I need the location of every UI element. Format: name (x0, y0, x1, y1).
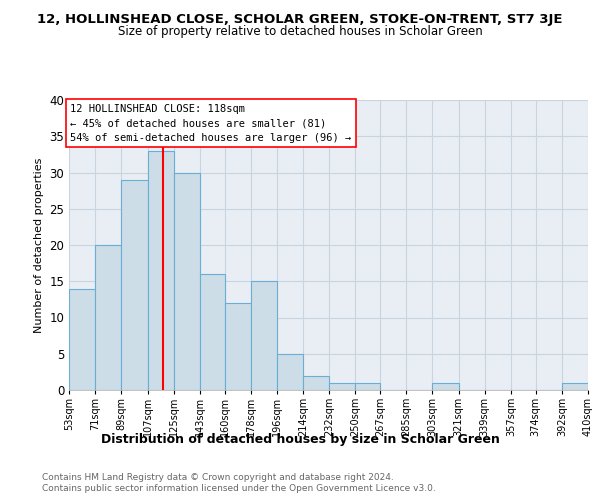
Bar (173, 172, 200, 390)
Bar (121, 180, 148, 390)
Bar (95, 245, 121, 390)
Bar (562, 383, 588, 390)
Text: Contains HM Land Registry data © Crown copyright and database right 2024.: Contains HM Land Registry data © Crown c… (42, 472, 394, 482)
Bar (251, 281, 277, 390)
Text: Size of property relative to detached houses in Scholar Green: Size of property relative to detached ho… (118, 25, 482, 38)
Y-axis label: Number of detached properties: Number of detached properties (34, 158, 44, 332)
Bar (329, 383, 355, 390)
Bar (277, 354, 303, 390)
Bar (224, 303, 251, 390)
Bar (433, 383, 458, 390)
Bar (200, 274, 224, 390)
Text: Contains public sector information licensed under the Open Government Licence v3: Contains public sector information licen… (42, 484, 436, 493)
Bar (355, 383, 380, 390)
Bar (148, 151, 173, 390)
Bar (303, 376, 329, 390)
Bar (69, 288, 95, 390)
Text: 12, HOLLINSHEAD CLOSE, SCHOLAR GREEN, STOKE-ON-TRENT, ST7 3JE: 12, HOLLINSHEAD CLOSE, SCHOLAR GREEN, ST… (37, 12, 563, 26)
Text: 12 HOLLINSHEAD CLOSE: 118sqm
← 45% of detached houses are smaller (81)
54% of se: 12 HOLLINSHEAD CLOSE: 118sqm ← 45% of de… (70, 104, 352, 143)
Text: Distribution of detached houses by size in Scholar Green: Distribution of detached houses by size … (101, 432, 499, 446)
